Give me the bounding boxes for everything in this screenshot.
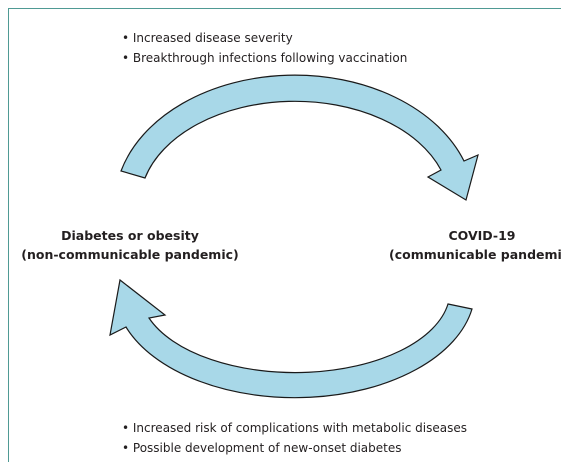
bottom-bullet: • Possible development of new-onset diab… [122, 441, 402, 455]
bottom-bullet: • Increased risk of complications with m… [122, 421, 467, 435]
left-node-subtitle: (non-communicable pandemic) [21, 247, 238, 262]
left-node-title: Diabetes or obesity [61, 228, 199, 243]
top-arrow [120, 74, 479, 201]
top-bullet: • Increased disease severity [122, 31, 293, 45]
right-node-title: COVID-19 [449, 228, 516, 243]
top-bullet: • Breakthrough infections following vacc… [122, 51, 407, 65]
bottom-arrow [109, 278, 473, 399]
right-node-subtitle: (communicable pandemic) [389, 247, 561, 262]
